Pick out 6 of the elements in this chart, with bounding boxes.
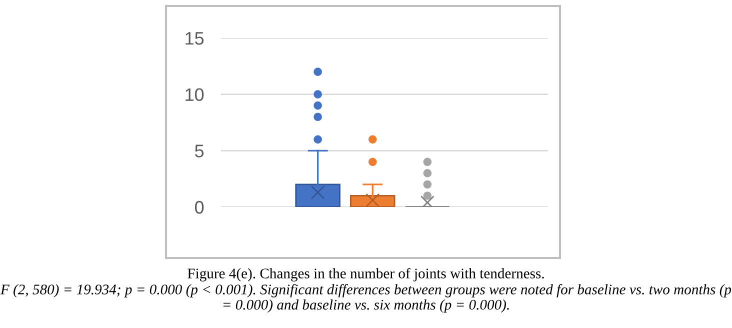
caption: Figure 4(e). Changes in the number of joints with tenderness. <box>188 268 544 282</box>
y-tick-label: 10 <box>186 88 204 102</box>
text: F (2, 580) = 19.934; p = 0.000 (p < 0.001). Significant differences between groups were noted for baseline vs. two months (p = 0.000) and baseline vs. six months (p = 0.000). <box>0 284 732 313</box>
y-tick-label: 0 <box>195 200 204 214</box>
y-tick-label: 5 <box>195 144 204 158</box>
y-tick-label: 15 <box>186 32 204 45</box>
